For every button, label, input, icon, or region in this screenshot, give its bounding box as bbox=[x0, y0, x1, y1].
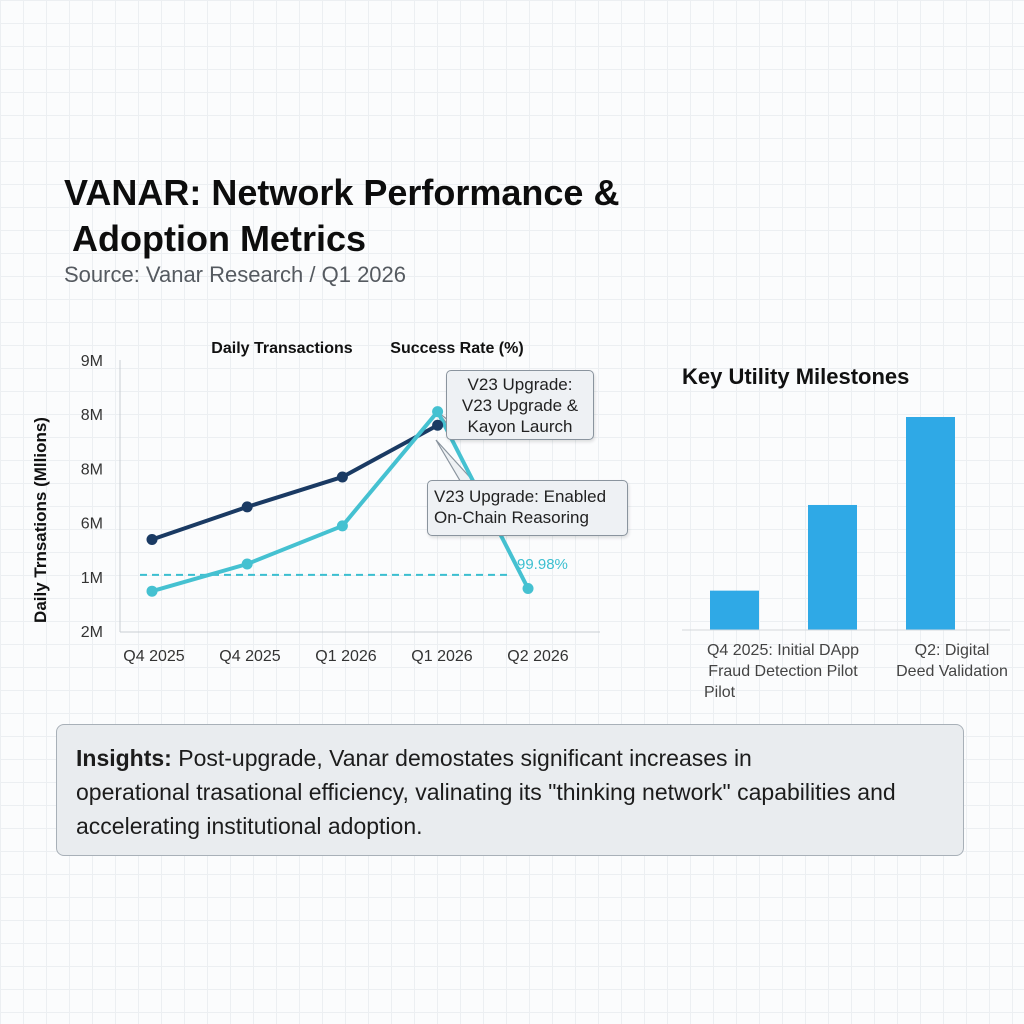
x-tick-label: Q2 2026 bbox=[507, 648, 568, 665]
callout-v23-upgrade-kayon: V23 Upgrade: V23 Upgrade & Kayon Laurch bbox=[446, 370, 594, 440]
milestone-1-line-1: Q4 2025: Initial DApp bbox=[706, 642, 860, 659]
transactions-point bbox=[432, 419, 444, 431]
milestones-title: Key Utility Milestones bbox=[682, 364, 910, 389]
y-tick-label: 1M bbox=[81, 570, 103, 587]
milestone-label-3: Q2: Digital Deed Validation bbox=[884, 640, 1020, 682]
x-tick-label: Q4 2025 bbox=[123, 648, 184, 665]
success-rate-point bbox=[432, 406, 444, 418]
x-tick-label: Q4 2025 bbox=[219, 648, 280, 665]
callout-2-line-1: V23 Upgrade: Enabled bbox=[434, 487, 607, 506]
y-tick-label: 8M bbox=[81, 407, 103, 424]
insights-line-1: Insights: Post-upgrade, Vanar demostates… bbox=[76, 741, 963, 775]
insights-box: Insights: Post-upgrade, Vanar demostates… bbox=[56, 724, 964, 856]
bar-chart bbox=[682, 417, 1010, 631]
callout-1-line-1: V23 Upgrade: bbox=[467, 375, 573, 394]
transactions-point bbox=[146, 534, 158, 546]
callout-1-line-2: V23 Upgrade & bbox=[461, 396, 579, 415]
milestone-bar bbox=[710, 590, 759, 630]
legend-success-rate: Success Rate (%) bbox=[390, 340, 523, 357]
milestone-bar bbox=[808, 504, 857, 630]
y-tick-label: 8M bbox=[81, 461, 103, 478]
success-rate-label: 99.98% bbox=[517, 556, 568, 573]
title-line-2: Adoption Metrics bbox=[72, 218, 366, 259]
legend-daily-transactions: Daily Transactions bbox=[211, 340, 352, 357]
transactions-point bbox=[336, 471, 348, 483]
success-rate-point bbox=[241, 558, 253, 570]
milestone-label-1: Q4 2025: Initial DApp Fraud Detection Pi… bbox=[688, 640, 878, 703]
source-text: Source: Vanar Research / Q1 2026 bbox=[64, 262, 407, 287]
milestone-bar bbox=[906, 417, 955, 630]
insights-text-1: Post-upgrade, Vanar demostates significa… bbox=[171, 745, 752, 771]
success-rate-point bbox=[522, 582, 534, 594]
milestone-1-line-3: Pilot bbox=[704, 684, 736, 701]
y-tick-label: 2M bbox=[81, 624, 103, 641]
y-axis-label: Daily Trnsations (Mllions) bbox=[31, 417, 50, 623]
insights-label: Insights: bbox=[76, 745, 172, 771]
insights-line-2: operational trasational efficiency, vali… bbox=[76, 779, 896, 805]
x-tick-label: Q1 2026 bbox=[411, 648, 472, 665]
y-tick-label: 9M bbox=[81, 353, 103, 370]
x-tick-label: Q1 2026 bbox=[315, 648, 376, 665]
insights-line-3: accelerating institutional adoption. bbox=[76, 813, 423, 839]
callout-1-line-3: Kayon Laurch bbox=[467, 417, 573, 436]
transactions-line bbox=[150, 423, 440, 542]
success-rate-point bbox=[336, 520, 348, 532]
page-title: VANAR: Network Performance & Adoption Me… bbox=[64, 170, 619, 262]
milestone-1-line-2: Fraud Detection Pilot bbox=[708, 663, 858, 680]
success-rate-point bbox=[146, 585, 158, 597]
y-tick-label: 6M bbox=[81, 516, 103, 533]
line-chart: 9M 8M 8M 6M 1M 2M Daily Trnsations (Mllions) Q4… bbox=[31, 340, 600, 665]
transactions-point bbox=[241, 501, 253, 513]
callout-v23-upgrade-reasoning: V23 Upgrade: Enabled On-Chain Reasoring bbox=[427, 480, 628, 536]
milestone-3-line-1: Q2: Digital bbox=[914, 642, 990, 659]
callout-2-line-2: On-Chain Reasoring bbox=[434, 508, 589, 527]
milestone-3-line-2: Deed Validation bbox=[896, 663, 1008, 680]
title-line-1: VANAR: Network Performance & bbox=[64, 172, 620, 213]
